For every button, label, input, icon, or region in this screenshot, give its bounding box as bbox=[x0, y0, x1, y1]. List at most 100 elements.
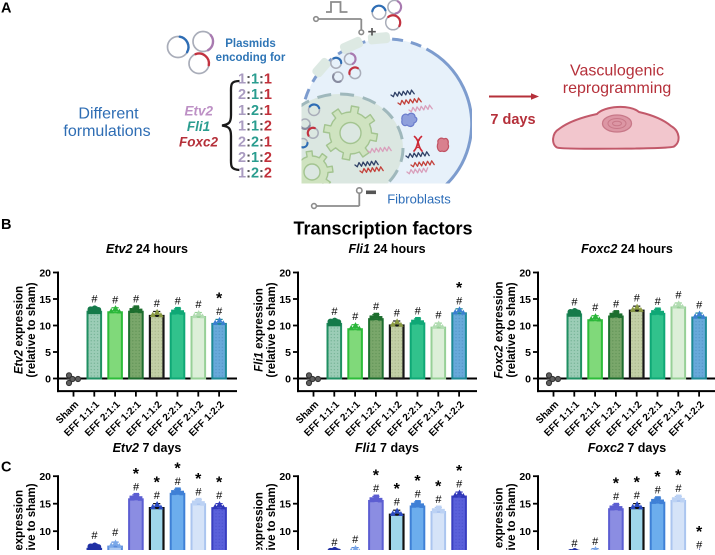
svg-text:1:1:2: 1:1:2 bbox=[238, 119, 272, 135]
svg-text:Foxc2 24 hours: Foxc2 24 hours bbox=[581, 242, 673, 256]
svg-text:2:1:2: 2:1:2 bbox=[238, 150, 272, 166]
svg-text:10: 10 bbox=[279, 320, 291, 332]
svg-text:1:2:1: 1:2:1 bbox=[238, 103, 272, 119]
svg-text:*: * bbox=[634, 475, 641, 492]
svg-text:encoding for: encoding for bbox=[216, 52, 286, 64]
svg-text:(relative to sham): (relative to sham) bbox=[266, 282, 278, 377]
svg-text:*: * bbox=[394, 481, 401, 498]
svg-text:20: 20 bbox=[519, 267, 531, 279]
svg-text:*: * bbox=[373, 467, 380, 484]
svg-text:#: # bbox=[91, 294, 98, 306]
svg-text:A: A bbox=[1, 1, 12, 17]
svg-text:#: # bbox=[675, 483, 682, 495]
svg-text:*: * bbox=[414, 473, 421, 490]
svg-text:15: 15 bbox=[39, 294, 51, 306]
svg-text:#: # bbox=[373, 301, 380, 313]
svg-text:(relative to sham): (relative to sham) bbox=[26, 282, 38, 377]
svg-text:#: # bbox=[571, 538, 578, 550]
svg-text:#: # bbox=[634, 293, 641, 305]
svg-text:reprogramming: reprogramming bbox=[563, 80, 671, 97]
svg-text:#: # bbox=[331, 537, 338, 549]
svg-text:#: # bbox=[154, 490, 161, 502]
svg-text:Etv2 expression: Etv2 expression bbox=[14, 490, 26, 550]
svg-text:20: 20 bbox=[39, 267, 51, 279]
svg-text:2:2:1: 2:2:1 bbox=[238, 134, 272, 150]
svg-text:*: * bbox=[195, 471, 202, 488]
svg-text:*: * bbox=[654, 469, 661, 486]
svg-text:*: * bbox=[435, 478, 442, 495]
svg-text:#: # bbox=[352, 311, 359, 323]
svg-text:Fli1 expression: Fli1 expression bbox=[254, 288, 266, 372]
svg-text:10: 10 bbox=[279, 526, 291, 538]
svg-text:Etv2 24 hours: Etv2 24 hours bbox=[106, 242, 188, 256]
svg-text:5: 5 bbox=[285, 347, 291, 359]
svg-text:(relative to sham): (relative to sham) bbox=[506, 483, 518, 550]
svg-text:*: * bbox=[696, 524, 703, 541]
svg-text:20: 20 bbox=[279, 267, 291, 279]
svg-text:#: # bbox=[414, 488, 421, 500]
svg-text:#: # bbox=[112, 294, 119, 306]
svg-text:*: * bbox=[154, 475, 161, 492]
svg-text:1:2:2: 1:2:2 bbox=[238, 166, 272, 182]
svg-text:(relative to sham): (relative to sham) bbox=[26, 483, 38, 550]
svg-text:#: # bbox=[592, 302, 599, 314]
svg-text:1:1:1: 1:1:1 bbox=[238, 72, 272, 88]
svg-text:15: 15 bbox=[519, 499, 531, 511]
svg-text:20: 20 bbox=[39, 471, 51, 483]
svg-text:7 days: 7 days bbox=[490, 112, 535, 128]
svg-text:#: # bbox=[133, 481, 140, 493]
svg-text:+: + bbox=[368, 24, 377, 41]
svg-text:Foxc2: Foxc2 bbox=[179, 135, 219, 150]
svg-text:5: 5 bbox=[525, 347, 531, 359]
svg-text:2:1:1: 2:1:1 bbox=[238, 87, 272, 103]
svg-text:*: * bbox=[675, 467, 682, 484]
svg-text:15: 15 bbox=[279, 294, 291, 306]
svg-text:C: C bbox=[1, 460, 12, 476]
svg-text:Fibroblasts: Fibroblasts bbox=[387, 192, 451, 207]
svg-text:20: 20 bbox=[279, 471, 291, 483]
svg-text:10: 10 bbox=[39, 320, 51, 332]
svg-text:#: # bbox=[414, 305, 421, 317]
svg-text:B: B bbox=[1, 217, 11, 233]
svg-text:*: * bbox=[133, 466, 140, 483]
svg-text:#: # bbox=[571, 296, 578, 308]
svg-text:#: # bbox=[696, 540, 703, 551]
svg-text:#: # bbox=[696, 300, 703, 312]
svg-text:#: # bbox=[394, 497, 401, 509]
svg-text:#: # bbox=[216, 306, 223, 318]
svg-text:*: * bbox=[216, 290, 223, 307]
svg-text:Fli1 expression: Fli1 expression bbox=[254, 492, 266, 550]
svg-text:*: * bbox=[456, 280, 463, 297]
svg-text:*: * bbox=[216, 475, 223, 492]
svg-text:Foxc2 expression: Foxc2 expression bbox=[494, 487, 506, 550]
svg-text:Foxc2 7 days: Foxc2 7 days bbox=[588, 441, 667, 455]
svg-text:Plasmids: Plasmids bbox=[225, 38, 276, 50]
svg-text:*: * bbox=[613, 476, 620, 493]
svg-text:#: # bbox=[654, 296, 661, 308]
svg-text:#: # bbox=[91, 530, 98, 542]
svg-text:Foxc2 expression: Foxc2 expression bbox=[494, 281, 506, 378]
svg-text:(relative to sham): (relative to sham) bbox=[506, 282, 518, 377]
svg-text:#: # bbox=[195, 299, 202, 311]
svg-text:15: 15 bbox=[519, 294, 531, 306]
svg-text:15: 15 bbox=[279, 499, 291, 511]
svg-text:#: # bbox=[435, 494, 442, 506]
svg-text:#: # bbox=[352, 534, 359, 546]
svg-text:0: 0 bbox=[45, 373, 51, 385]
svg-text:Etv2: Etv2 bbox=[185, 104, 214, 119]
svg-text:*: * bbox=[456, 463, 463, 480]
svg-text:#: # bbox=[456, 479, 463, 491]
svg-text:formulations: formulations bbox=[63, 123, 150, 140]
svg-text:Vasculogenic: Vasculogenic bbox=[570, 63, 664, 80]
svg-text:*: * bbox=[174, 460, 181, 477]
svg-text:#: # bbox=[331, 306, 338, 318]
svg-text:#: # bbox=[195, 486, 202, 498]
svg-text:#: # bbox=[592, 536, 599, 548]
svg-text:#: # bbox=[675, 289, 682, 301]
svg-text:#: # bbox=[613, 298, 620, 310]
svg-text:5: 5 bbox=[45, 347, 51, 359]
svg-text:20: 20 bbox=[519, 471, 531, 483]
svg-text:#: # bbox=[216, 490, 223, 502]
svg-text:#: # bbox=[456, 295, 463, 307]
svg-text:#: # bbox=[112, 527, 119, 539]
